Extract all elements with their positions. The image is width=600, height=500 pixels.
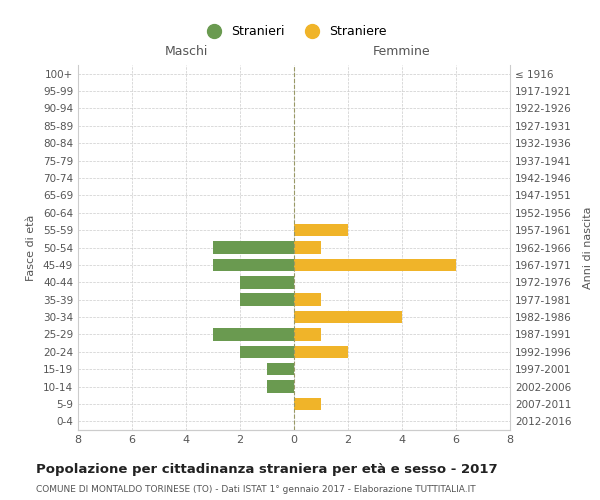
Text: Femmine: Femmine [373,44,431,58]
Bar [267,363,294,376]
Bar [294,294,321,306]
Y-axis label: Fasce di età: Fasce di età [26,214,36,280]
Bar [213,258,294,271]
Bar [294,311,402,324]
Bar [294,398,321,410]
Bar [213,241,294,254]
Legend: Stranieri, Straniere: Stranieri, Straniere [196,20,392,43]
Text: Maschi: Maschi [164,44,208,58]
Text: COMUNE DI MONTALDO TORINESE (TO) - Dati ISTAT 1° gennaio 2017 - Elaborazione TUT: COMUNE DI MONTALDO TORINESE (TO) - Dati … [36,485,476,494]
Bar [294,328,321,340]
Bar [267,380,294,393]
Bar [240,346,294,358]
Bar [294,258,456,271]
Bar [240,294,294,306]
Bar [294,241,321,254]
Text: Popolazione per cittadinanza straniera per età e sesso - 2017: Popolazione per cittadinanza straniera p… [36,462,497,475]
Bar [240,276,294,288]
Bar [294,346,348,358]
Bar [294,224,348,236]
Bar [213,328,294,340]
Y-axis label: Anni di nascita: Anni di nascita [583,206,593,289]
